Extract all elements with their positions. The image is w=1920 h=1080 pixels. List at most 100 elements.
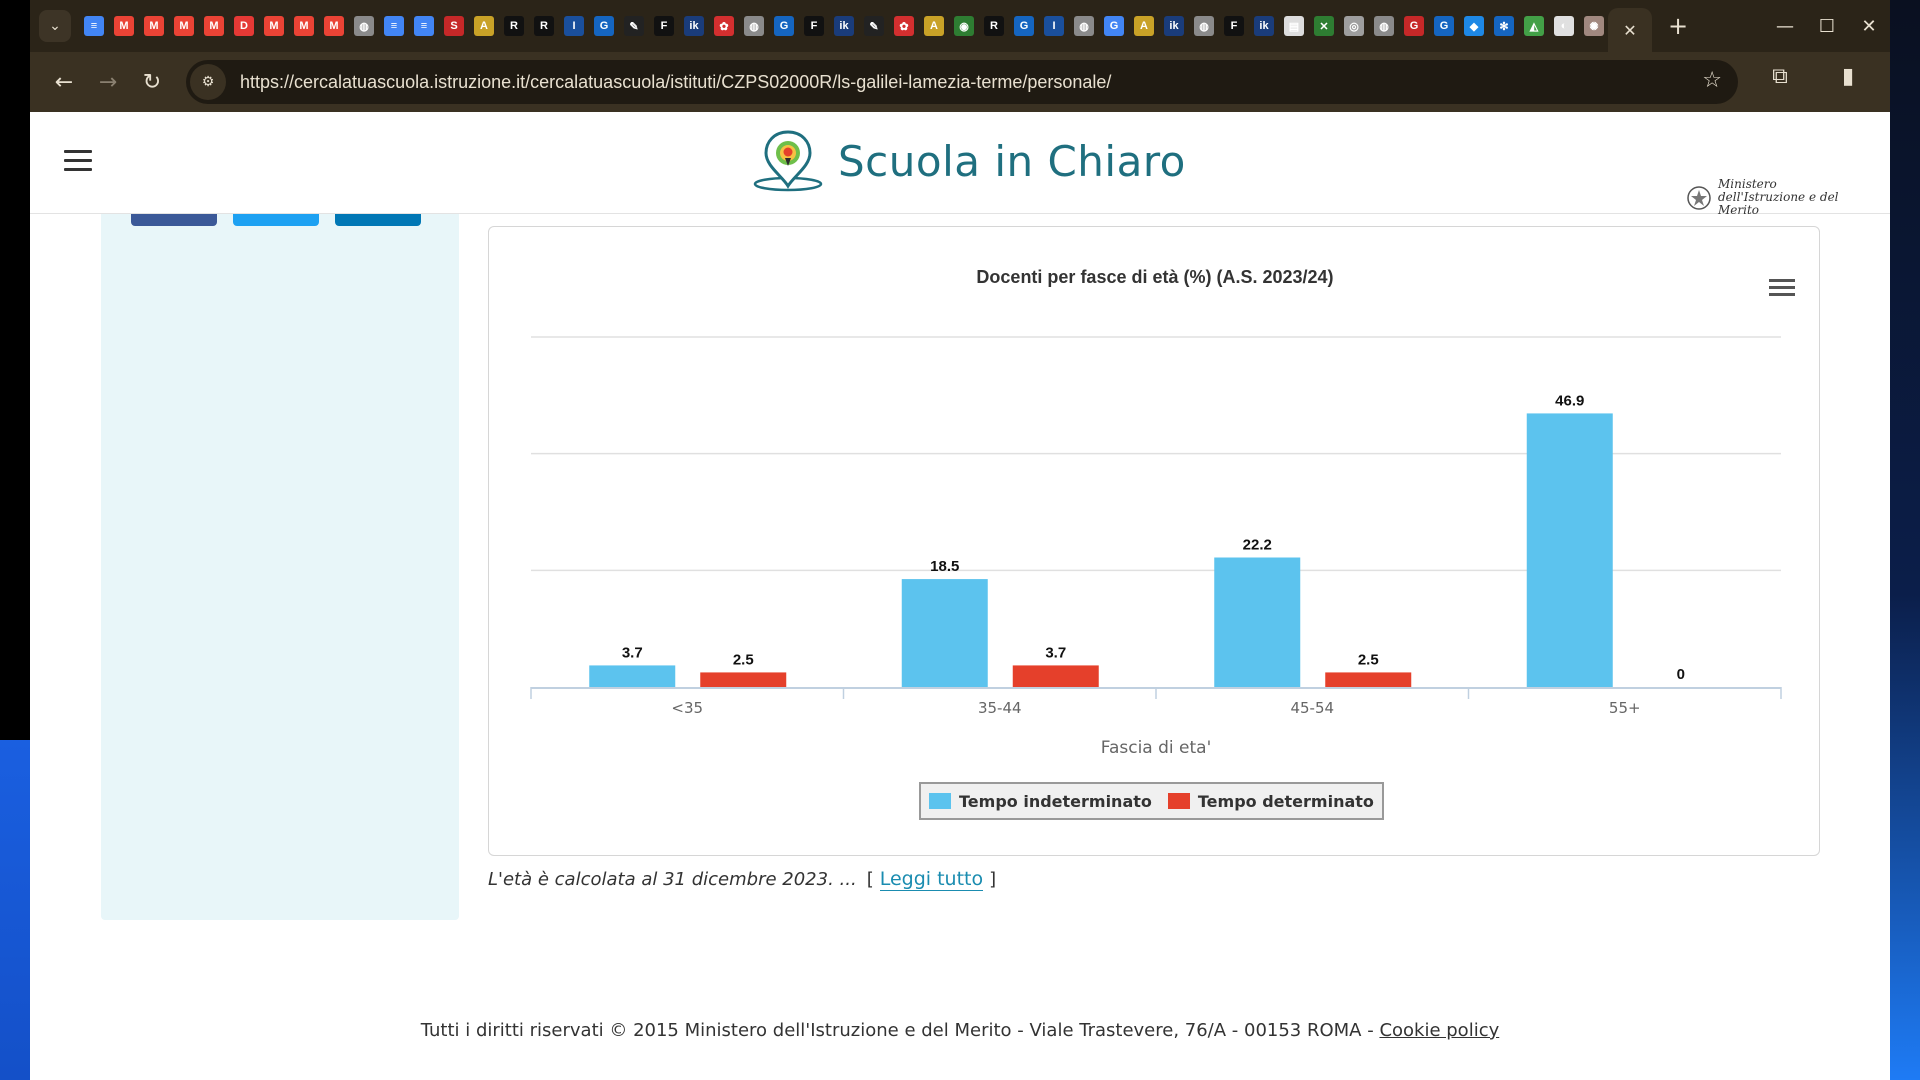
pinned-tab-favicon-icon[interactable]: A (474, 16, 494, 36)
close-window-icon[interactable]: ✕ (1861, 15, 1877, 37)
pinned-tab-favicon-icon[interactable]: ≡ (84, 16, 104, 36)
pinned-tab-favicon-icon[interactable]: ▤ (1284, 16, 1304, 36)
pinned-tab-favicon-icon[interactable]: F (654, 16, 674, 36)
pinned-tab-favicon-icon[interactable]: ◭ (1524, 16, 1544, 36)
browser-toolbar: ← → ↻ ⚙ https://cercalatuascuola.istruzi… (30, 52, 1890, 112)
chart-container: <35 3.7 2.5 35-44 18.5 3.7 45-54 22.2 2.5 55+ 46.9… (488, 226, 1820, 856)
cookie-policy-link[interactable]: Cookie policy (1379, 1020, 1500, 1041)
bar-data-label: 0 (1677, 666, 1685, 683)
pinned-tab-favicon-icon[interactable]: G (1104, 16, 1124, 36)
pinned-tab-favicon-icon[interactable]: ◍ (354, 16, 374, 36)
chart-title: Docenti per fasce di età (%) (A.S. 2023/… (976, 267, 1334, 287)
back-icon[interactable]: ← (54, 69, 74, 95)
pinned-tab-favicon-icon[interactable]: ◆ (1464, 16, 1484, 36)
side-panel-icon[interactable]: ▮ (1841, 64, 1855, 89)
x-tick-label: 35-44 (978, 699, 1022, 717)
pinned-tab-favicon-icon[interactable]: ✺ (1584, 16, 1604, 36)
pinned-tab-favicon-icon[interactable]: ◎ (1344, 16, 1364, 36)
forward-icon[interactable]: → (98, 69, 118, 95)
pinned-tab-favicon-icon[interactable]: ✕ (1314, 16, 1334, 36)
pinned-tab-favicon-icon[interactable]: ✿ (714, 16, 734, 36)
pinned-tab-favicon-icon[interactable]: G (1434, 16, 1454, 36)
legend-label: Tempo indeterminato (959, 791, 1152, 811)
pinned-tab-favicon-icon[interactable]: ≡ (414, 16, 434, 36)
minimize-icon[interactable]: — (1776, 15, 1794, 37)
pinned-tab-favicon-icon[interactable]: ik (684, 16, 704, 36)
extensions-icon[interactable]: ⧉ (1772, 64, 1788, 89)
pinned-tab-favicon-icon[interactable]: ✿ (894, 16, 914, 36)
pinned-tab-favicon-icon[interactable]: M (264, 16, 284, 36)
pinned-tab-favicon-icon[interactable]: F (1224, 16, 1244, 36)
chart-note: L'età è calcolata al 31 dicembre 2023. .… (488, 868, 996, 891)
desktop-background-right (1890, 0, 1920, 1080)
pinned-tab-favicon-icon[interactable]: M (174, 16, 194, 36)
close-icon[interactable]: ✕ (1623, 20, 1637, 40)
pinned-tab-favicon-icon[interactable]: M (294, 16, 314, 36)
pinned-tab-favicon-icon[interactable]: A (924, 16, 944, 36)
pinned-tab-favicon-icon[interactable]: ik (1254, 16, 1274, 36)
bookmark-star-icon[interactable]: ☆ (1702, 68, 1722, 93)
site-logo[interactable]: Scuola in Chiaro (752, 128, 1186, 194)
pinned-tab-favicon-icon[interactable]: M (114, 16, 134, 36)
reload-icon[interactable]: ↻ (142, 69, 162, 95)
legend-item-tempo-indeterminato[interactable]: Tempo indeterminato (929, 792, 1152, 811)
new-tab-button[interactable]: + (1668, 12, 1689, 40)
pinned-tab-favicon-icon[interactable]: S (444, 16, 464, 36)
legend-item-tempo-determinato[interactable]: Tempo determinato (1167, 792, 1374, 811)
pinned-tab-favicon-icon[interactable]: I (1044, 16, 1064, 36)
bar-data-label: 18.5 (930, 558, 959, 575)
pinned-tab-favicon-icon[interactable]: ik (834, 16, 854, 36)
menu-dots-icon[interactable]: ⋮ (1882, 64, 1890, 89)
page-footer: Tutti i diritti riservati © 2015 Ministe… (30, 1020, 1890, 1041)
bar-data-label: 2.5 (733, 651, 754, 668)
pinned-tab-favicon-icon[interactable]: ◍ (744, 16, 764, 36)
pinned-tab-favicon-icon[interactable]: ◍ (1074, 16, 1094, 36)
window-controls: — ☐ ✕ (1764, 0, 1890, 52)
bar-data-label: 46.9 (1555, 392, 1584, 409)
pinned-tab-favicon-icon[interactable]: M (144, 16, 164, 36)
pinned-tab-favicon-icon[interactable]: M (204, 16, 224, 36)
active-tab[interactable]: ✕ (1608, 8, 1652, 52)
ministry-logo[interactable]: Ministero dell'Istruzione e del Merito (1686, 178, 1852, 217)
pinned-tab-favicon-icon[interactable]: G (1014, 16, 1034, 36)
chevron-down-icon: ⌄ (49, 18, 61, 34)
pinned-tab-favicon-icon[interactable]: ✎ (624, 16, 644, 36)
bar-indeterminato (901, 579, 988, 687)
url-text[interactable]: https://cercalatuascuola.istruzione.it/c… (240, 71, 1112, 92)
pinned-tab-favicon-icon[interactable]: ≡ (384, 16, 404, 36)
bar-indeterminato (1214, 557, 1301, 687)
x-tick-label: <35 (671, 699, 703, 717)
pinned-tab-favicon-icon[interactable]: R (984, 16, 1004, 36)
pinned-tab-favicon-icon[interactable]: F (804, 16, 824, 36)
chart-context-menu-icon[interactable] (1769, 279, 1795, 300)
tab-search-button[interactable]: ⌄ (39, 10, 71, 42)
pinned-tab-favicon-icon[interactable]: A (1134, 16, 1154, 36)
pinned-tab-favicon-icon[interactable]: R (534, 16, 554, 36)
location-pin-logo-icon (753, 130, 823, 192)
maximize-icon[interactable]: ☐ (1818, 15, 1836, 37)
pinned-tab-favicon-icon[interactable]: ◐ (1554, 16, 1574, 36)
toolbar-actions: ⧉ ▮ ⋮ (1746, 64, 1890, 89)
pinned-tab-favicon-icon[interactable]: G (1404, 16, 1424, 36)
pinned-tab-favicon-icon[interactable]: ✻ (1494, 16, 1514, 36)
pinned-tab-favicon-icon[interactable]: I (564, 16, 584, 36)
read-more-link[interactable]: Leggi tutto (879, 868, 984, 891)
x-tick-label: 55+ (1609, 699, 1641, 717)
pinned-tab-favicon-icon[interactable]: ◍ (1194, 16, 1214, 36)
pinned-tab-favicon-icon[interactable]: R (504, 16, 524, 36)
pinned-tab-favicon-icon[interactable]: M (324, 16, 344, 36)
pinned-tab-favicon-icon[interactable]: G (594, 16, 614, 36)
hamburger-menu-icon[interactable] (64, 150, 92, 177)
pinned-tab-favicon-icon[interactable]: G (774, 16, 794, 36)
pinned-tab-favicon-icon[interactable]: D (234, 16, 254, 36)
pinned-tab-favicon-icon[interactable]: ik (1164, 16, 1184, 36)
site-title: Scuola in Chiaro (838, 136, 1186, 186)
chart-legend: Tempo indeterminato Tempo determinato (919, 782, 1384, 820)
pinned-tab-favicon-icon[interactable]: ◍ (1374, 16, 1394, 36)
site-info-icon[interactable]: ⚙ (190, 64, 226, 100)
address-bar[interactable]: ⚙ https://cercalatuascuola.istruzione.it… (186, 60, 1738, 104)
pinned-tab-favicon-icon[interactable]: ✎ (864, 16, 884, 36)
pinned-tab-favicon-icon[interactable]: ◉ (954, 16, 974, 36)
legend-swatch (929, 793, 951, 809)
